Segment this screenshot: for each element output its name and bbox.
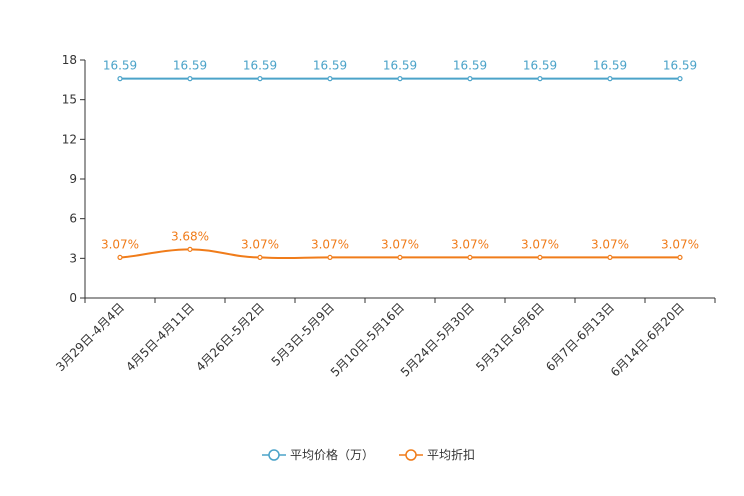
y-tick-label: 15	[62, 93, 77, 107]
data-point[interactable]	[117, 254, 123, 261]
data-point[interactable]	[397, 76, 403, 82]
data-label: 16.59	[593, 59, 627, 73]
y-tick-label: 6	[69, 212, 77, 226]
y-tick-label: 12	[62, 132, 77, 146]
legend-label: 平均折扣	[427, 447, 475, 462]
x-tick-label: 6月7日-6月13日	[543, 300, 617, 374]
data-label: 16.59	[663, 59, 697, 73]
data-label: 3.07%	[451, 237, 489, 251]
legend-item-2[interactable]: 平均折扣	[399, 447, 475, 462]
data-point[interactable]	[327, 76, 333, 82]
data-point[interactable]	[607, 76, 613, 82]
data-point[interactable]	[537, 76, 543, 82]
data-point[interactable]	[327, 254, 333, 261]
data-label: 16.59	[523, 59, 557, 73]
data-point[interactable]	[257, 76, 263, 82]
data-label: 3.07%	[661, 237, 699, 251]
data-label: 3.07%	[591, 237, 629, 251]
data-point[interactable]	[187, 76, 193, 82]
data-label: 3.07%	[241, 237, 279, 251]
legend-item-1[interactable]: 平均价格（万）	[262, 447, 374, 462]
data-point[interactable]	[187, 246, 193, 252]
legend-marker-icon	[268, 449, 280, 461]
data-label: 3.07%	[381, 237, 419, 251]
data-label: 16.59	[383, 59, 417, 73]
data-label: 16.59	[173, 59, 207, 73]
data-point[interactable]	[397, 254, 403, 261]
data-point[interactable]	[467, 76, 473, 82]
x-tick-label: 5月31日-6月6日	[473, 300, 547, 374]
y-tick-label: 18	[62, 53, 77, 67]
x-tick-label: 4月26日-5月2日	[193, 300, 267, 374]
data-point[interactable]	[257, 254, 263, 261]
series-2: 3.07% 3.68% 3.07% 3.07% 3.07% 3.07% 3.07% 3.07%…	[101, 229, 699, 261]
data-point[interactable]	[607, 254, 613, 261]
legend-label: 平均价格（万）	[290, 447, 374, 462]
data-label: 3.68%	[171, 229, 209, 243]
axes: 0 3 6 9 12 15 18 3月29日-4月4日4月5日-4月11日4月26日-5月2日…	[53, 53, 716, 380]
legend-marker-icon	[405, 449, 417, 461]
x-tick-label: 4月5日-4月11日	[123, 300, 197, 374]
data-label: 16.59	[103, 59, 137, 73]
data-label: 16.59	[243, 59, 277, 73]
y-tick-label: 3	[69, 251, 77, 265]
data-point[interactable]	[467, 254, 473, 261]
data-point[interactable]	[677, 76, 683, 82]
x-tick-label: 6月14日-6月20日	[608, 300, 687, 379]
data-point[interactable]	[677, 254, 683, 261]
series-layer: 16.59 16.59 16.59 16.59 16.59 16.59 16.59 16.59…	[101, 59, 699, 261]
x-tick-label: 3月29日-4月4日	[53, 300, 127, 374]
data-label: 16.59	[453, 59, 487, 73]
data-label: 16.59	[313, 59, 347, 73]
y-tick-label: 0	[69, 291, 77, 305]
x-tick-label: 5月3日-5月9日	[269, 300, 338, 369]
legend[interactable]: 平均价格（万） 平均折扣	[262, 447, 475, 462]
data-point[interactable]	[537, 254, 543, 261]
x-tick-label: 5月10日-5月16日	[328, 300, 407, 379]
data-label: 3.07%	[521, 237, 559, 251]
y-tick-label: 9	[69, 172, 77, 186]
x-tick-label: 5月24日-5月30日	[398, 300, 477, 379]
data-label: 3.07%	[311, 237, 349, 251]
data-point[interactable]	[117, 76, 123, 82]
data-label: 3.07%	[101, 237, 139, 251]
series-1: 16.59 16.59 16.59 16.59 16.59 16.59 16.59 16.59…	[103, 59, 697, 82]
